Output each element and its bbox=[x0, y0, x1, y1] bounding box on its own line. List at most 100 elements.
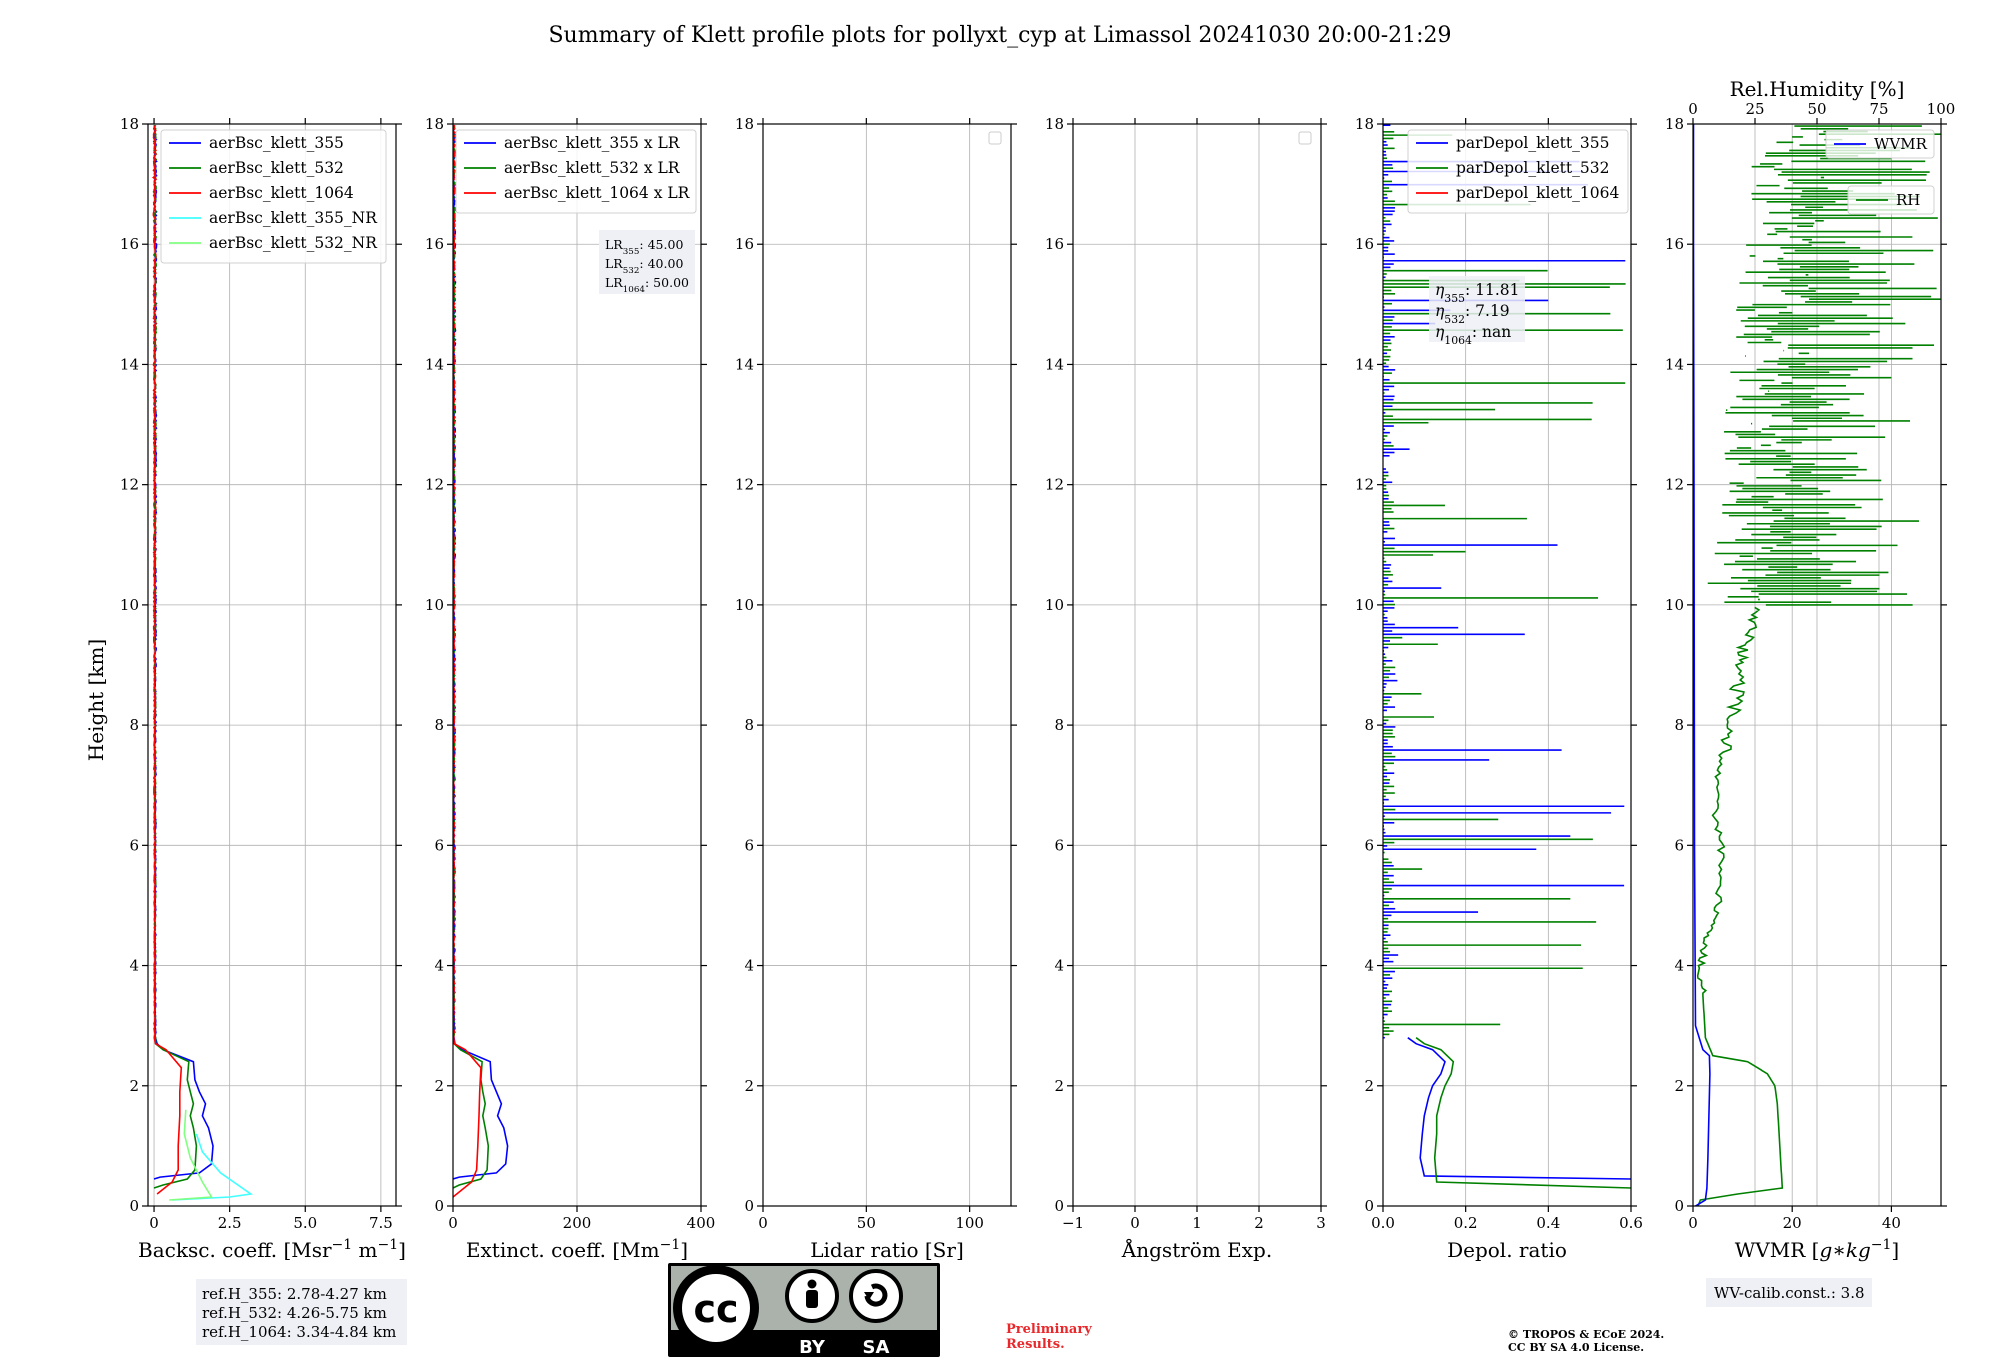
top-axis-label: Rel.Humidity [%] bbox=[1730, 77, 1905, 101]
y-tick-label: 0 bbox=[1054, 1197, 1064, 1215]
x-tick-label: 7.5 bbox=[369, 1214, 393, 1232]
x-tick-label: 2 bbox=[1254, 1214, 1264, 1232]
y-tick-label: 0 bbox=[434, 1197, 444, 1215]
legend-rh-box bbox=[1847, 185, 1935, 215]
preliminary-note-line1: Preliminary bbox=[1006, 1322, 1092, 1337]
x-tick-label: 0.6 bbox=[1619, 1214, 1643, 1232]
y-tick-label: 16 bbox=[120, 235, 139, 253]
empty-legend-box bbox=[1298, 131, 1312, 145]
y-tick-label: 2 bbox=[1054, 1077, 1064, 1095]
legend-box bbox=[160, 129, 387, 264]
y-tick-label: 12 bbox=[735, 476, 754, 494]
legend-rh-label: RH bbox=[1896, 191, 1920, 209]
figure-title: Summary of Klett profile plots for polly… bbox=[548, 23, 1451, 48]
x-tick-label: 100 bbox=[955, 1214, 984, 1232]
series-rh bbox=[1696, 606, 1784, 1206]
y-tick-label: 8 bbox=[129, 716, 139, 734]
legend-label: aerBsc_klett_1064 bbox=[209, 184, 354, 202]
y-tick-label: 2 bbox=[1674, 1077, 1684, 1095]
plot-area bbox=[151, 124, 253, 1201]
y-tick-label: 16 bbox=[1665, 235, 1684, 253]
y-tick-label: 10 bbox=[120, 596, 139, 614]
y-tick-label: 12 bbox=[1665, 476, 1684, 494]
x-tick-label: 0.2 bbox=[1454, 1214, 1478, 1232]
series-wvmr bbox=[1693, 124, 1711, 1206]
y-tick-label: 10 bbox=[1665, 596, 1684, 614]
x-tick-label: 20 bbox=[1783, 1214, 1802, 1232]
legend-label: aerBsc_klett_532 bbox=[209, 159, 344, 177]
axes-frame bbox=[762, 123, 1012, 1207]
top-x-tick-label: 25 bbox=[1745, 100, 1764, 118]
ref-height-1064: ref.H_1064: 3.34-4.84 km bbox=[202, 1323, 396, 1341]
x-tick-label: 0.4 bbox=[1536, 1214, 1560, 1232]
top-x-tick-label: 100 bbox=[1927, 100, 1956, 118]
series-aerbsc-klett-532-nr bbox=[169, 1109, 213, 1201]
y-tick-label: 16 bbox=[1355, 235, 1374, 253]
legend-label: aerBsc_klett_1064 x LR bbox=[504, 184, 691, 202]
y-tick-label: 8 bbox=[1364, 716, 1374, 734]
y-tick-label: 6 bbox=[1054, 836, 1064, 854]
y-tick-label: 0 bbox=[744, 1197, 754, 1215]
lidar-ratio-box bbox=[599, 230, 695, 294]
y-tick-label: 14 bbox=[1355, 355, 1374, 373]
series-pardepol-klett-355 bbox=[1407, 1037, 1631, 1180]
eta-355: η355: 11.81 bbox=[1435, 281, 1520, 305]
x-tick-label: 5.0 bbox=[293, 1214, 317, 1232]
y-tick-label: 6 bbox=[744, 836, 754, 854]
x-tick-label: 0 bbox=[149, 1214, 159, 1232]
y-tick-label: 16 bbox=[1045, 235, 1064, 253]
y-tick-label: 18 bbox=[735, 115, 754, 133]
x-axis-label: Lidar ratio [Sr] bbox=[810, 1238, 964, 1262]
top-x-tick-label: 0 bbox=[1688, 100, 1698, 118]
y-tick-label: 6 bbox=[434, 836, 444, 854]
legend-label: parDepol_klett_1064 bbox=[1456, 184, 1619, 202]
y-tick-label: 12 bbox=[120, 476, 139, 494]
lidar-ratio-1064: LR1064: 50.00 bbox=[605, 275, 689, 295]
panel-3: 0 2 4 6 8 10 12 14 16 18 0 50 100 Lidar ratio [Sr] bbox=[735, 115, 1017, 1262]
y-tick-label: 4 bbox=[1364, 957, 1374, 975]
series-aerbsc-klett-1064 bbox=[151, 124, 183, 1195]
plot-area bbox=[1693, 124, 1941, 1206]
x-axis-label: Backsc. coeff. [Msr−1 m−1] bbox=[138, 1237, 406, 1262]
sa-label: SA bbox=[863, 1337, 890, 1358]
x-tick-label: 3 bbox=[1316, 1214, 1326, 1232]
cc-logo-text: cc bbox=[693, 1287, 738, 1331]
legend-label: parDepol_klett_355 bbox=[1456, 134, 1609, 152]
y-tick-label: 10 bbox=[1355, 596, 1374, 614]
panel-2: 0 2 4 6 8 10 12 14 16 18 0 200 400 Extinct. coeff. [M… bbox=[425, 115, 715, 1262]
y-tick-label: 18 bbox=[1045, 115, 1064, 133]
y-tick-label: 4 bbox=[1054, 957, 1064, 975]
y-tick-label: 4 bbox=[744, 957, 754, 975]
x-axis-label: Ångström Exp. bbox=[1121, 1237, 1272, 1262]
legend-label: aerBsc_klett_355 bbox=[209, 134, 344, 152]
cc-license-badge: cc BY SA bbox=[668, 1263, 940, 1358]
legend-label: parDepol_klett_532 bbox=[1456, 159, 1609, 177]
lidar-ratio-532: LR532: 40.00 bbox=[605, 256, 683, 276]
y-tick-label: 0 bbox=[1364, 1197, 1374, 1215]
empty-legend-box bbox=[988, 131, 1002, 145]
copyright-line2: CC BY SA 4.0 License. bbox=[1508, 1341, 1644, 1354]
y-tick-label: 4 bbox=[129, 957, 139, 975]
y-tick-label: 12 bbox=[425, 476, 444, 494]
legend-label: aerBsc_klett_355 x LR bbox=[504, 134, 681, 152]
y-tick-label: 14 bbox=[1665, 355, 1684, 373]
wv-calib-box bbox=[1706, 1278, 1872, 1307]
axes-frame bbox=[147, 123, 397, 1207]
y-tick-label: 10 bbox=[735, 596, 754, 614]
top-x-tick-label: 75 bbox=[1869, 100, 1888, 118]
eta-532: η532: 7.19 bbox=[1435, 302, 1510, 326]
y-tick-label: 12 bbox=[1045, 476, 1064, 494]
preliminary-note-line2: Results. bbox=[1006, 1337, 1065, 1352]
x-tick-label: 1 bbox=[1192, 1214, 1202, 1232]
y-tick-label: 16 bbox=[425, 235, 444, 253]
legend-box bbox=[455, 129, 697, 214]
ref-height-532: ref.H_532: 4.26-5.75 km bbox=[202, 1304, 387, 1322]
x-tick-label: 0 bbox=[1130, 1214, 1140, 1232]
top-x-tick-label: 50 bbox=[1807, 100, 1826, 118]
sa-share-icon bbox=[849, 1269, 903, 1323]
y-tick-label: 8 bbox=[744, 716, 754, 734]
x-axis-label: Depol. ratio bbox=[1447, 1238, 1567, 1262]
